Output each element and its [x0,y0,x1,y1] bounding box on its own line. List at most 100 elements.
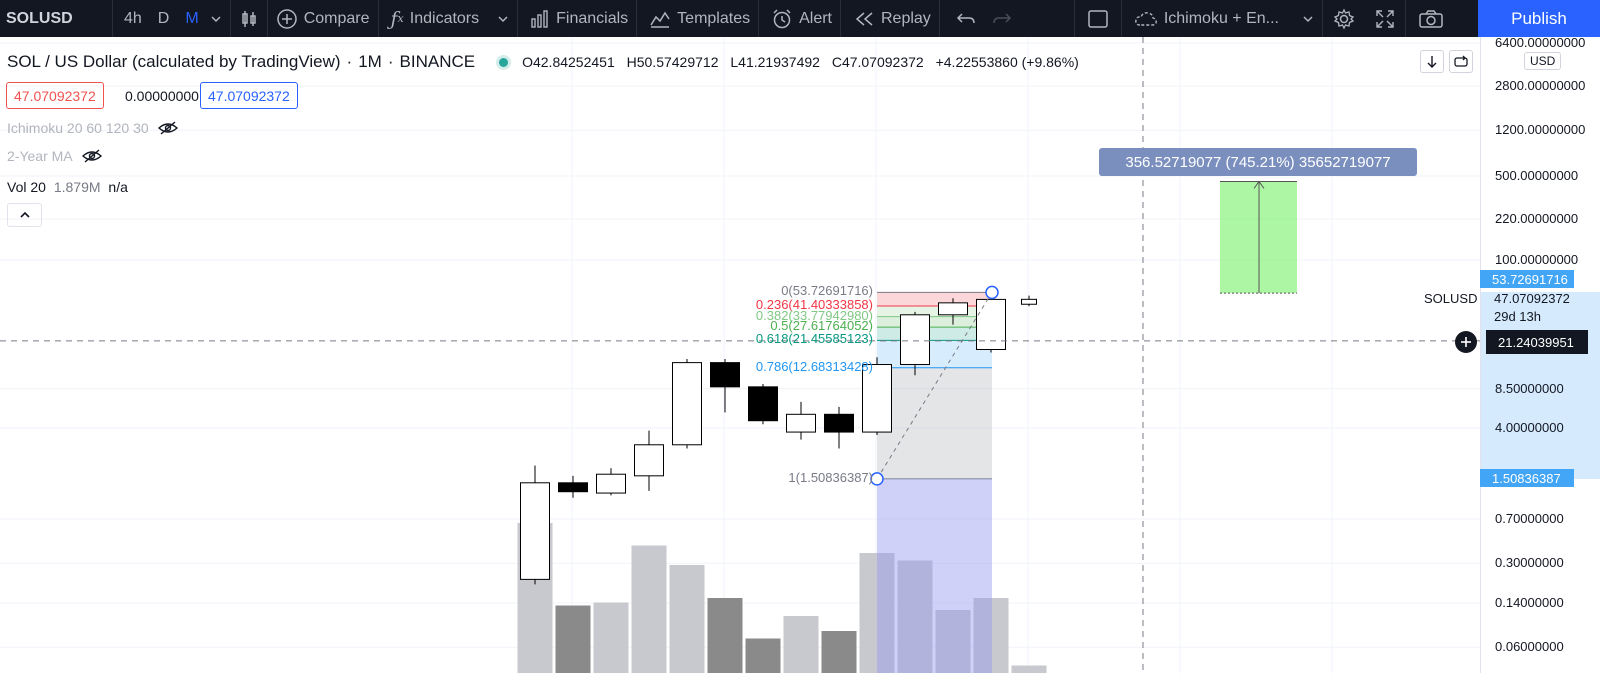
alert-button[interactable]: Alert [759,0,840,37]
volume-bar [631,545,667,673]
legend-open: O42.84252451 [522,54,615,70]
candle-body [672,362,702,446]
measure-tooltip: 356.52719077 (745.21%) 35652719077 [1099,148,1417,176]
eye-hidden-icon[interactable] [81,148,103,164]
redo-button[interactable] [984,0,1020,37]
alarm-clock-icon [771,8,793,30]
indicator-ichimoku-label: Ichimoku 20 60 120 30 [7,120,149,136]
date-range-zone [877,478,992,673]
candle-body [710,362,740,388]
sell-button[interactable]: 47.07092372 [6,82,104,109]
symbol-legend: SOL / US Dollar (calculated by TradingVi… [7,52,1087,72]
volume-bar [783,616,819,673]
candle-body [558,482,588,493]
volume-bar [707,598,743,673]
buy-button[interactable]: 47.07092372 [200,82,298,109]
fullscreen-layout-button[interactable] [1075,0,1121,37]
indicator-volume[interactable]: Vol 20 1.879M n/a [7,179,128,195]
legend-interval: 1M [358,52,382,71]
settings-button[interactable] [1323,0,1365,37]
toolbar-divider [229,0,231,37]
reset-scale-button[interactable] [1449,50,1473,73]
chart-type-button[interactable] [231,0,267,37]
fullscreen-button[interactable] [1365,0,1405,37]
camera-icon [1418,9,1444,29]
layout-name: Ichimoku + En... [1163,9,1279,27]
price-scale-label: 0.70000000 [1495,510,1564,526]
chevron-down-icon[interactable] [1302,13,1314,25]
gear-icon [1333,8,1355,30]
bar-countdown: 29d 13h [1494,309,1541,324]
legend-close: C47.07092372 [831,54,924,70]
scroll-down-button[interactable] [1420,50,1444,73]
rewind-icon [853,11,875,27]
price-scale-label: 500.00000000 [1495,168,1579,183]
compare-label: Compare [303,9,370,27]
volume-bar [669,565,705,673]
candle-body [786,413,816,433]
volume-bar [593,602,629,673]
toolbar-divider [1073,0,1075,37]
symbol-search-button[interactable]: SOLUSD [0,0,112,37]
toolbar-divider [758,0,760,37]
candle-body [596,473,626,494]
legend-low: L41.21937492 [730,54,820,70]
price-scale-label: 220.00000000 [1495,210,1579,226]
fib-zone [877,292,992,307]
interval-m[interactable]: M [185,9,199,27]
square-icon [1087,9,1109,29]
volume-value: 1.879M [53,179,101,195]
current-price-label: 47.07092372 [1494,291,1570,306]
chevron-down-icon[interactable] [210,13,222,25]
chart-pane[interactable] [0,37,1600,673]
arrow-down-icon [1426,55,1438,69]
eye-hidden-icon[interactable] [157,120,179,136]
chart-canvas[interactable] [0,37,1480,673]
chevron-down-icon[interactable] [497,13,509,25]
currency-badge[interactable]: USD [1524,52,1562,70]
financials-button[interactable]: Financials [518,0,636,37]
fib-zone [877,327,992,341]
fib-zone [877,316,992,328]
candle-body [634,444,664,477]
interval-group: 4h D M [113,0,230,37]
indicator-ichimoku[interactable]: Ichimoku 20 60 120 30 [7,120,179,136]
price-scale[interactable]: 6400.00000000 2800.00000000 1200.00000000 5… [1480,34,1600,673]
fib-level-label: 0.382(33.77942980) [755,307,873,323]
price-scale-label: 1200.00000000 [1495,122,1586,138]
replay-button[interactable]: Replay [841,0,939,37]
chevron-up-icon [19,210,31,220]
candle-body [862,364,892,433]
fib-anchor-handle [870,472,884,486]
templates-button[interactable]: Templates [637,0,758,37]
indicator-ma[interactable]: 2-Year MA [7,148,103,164]
bar-chart-icon [530,9,550,29]
market-status-dot[interactable] [499,57,509,67]
price-scale-label: 6400.00000000 [1495,34,1586,50]
fib-bottom-price-tag: 1.50836387 [1480,469,1574,487]
redo-icon [992,11,1012,27]
financials-label: Financials [556,9,629,27]
collapse-legend-button[interactable] [7,203,42,227]
volume-bar [973,598,1009,673]
layout-menu-button[interactable]: Ichimoku + En... [1122,0,1322,37]
publish-button[interactable]: Publish [1478,0,1600,37]
candle-body [938,302,968,316]
price-scale-label: 0.06000000 [1495,639,1564,655]
compare-button[interactable]: Compare [268,0,378,37]
interval-d[interactable]: D [157,9,170,27]
price-scale-label: 8.50000000 [1495,380,1564,396]
toolbar-divider [1404,0,1406,37]
volume-bar [555,605,591,673]
crosshair-plus-icon[interactable] [1455,331,1477,353]
legend-exchange: BINANCE [399,52,476,71]
interval-4h[interactable]: 4h [124,9,142,27]
fib-level-label: 0.786(12.68313428) [755,358,873,374]
price-scale-label: 2800.00000000 [1495,78,1586,94]
toolbar-divider [377,0,379,37]
undo-button[interactable] [940,0,984,37]
snapshot-button[interactable] [1406,0,1456,37]
